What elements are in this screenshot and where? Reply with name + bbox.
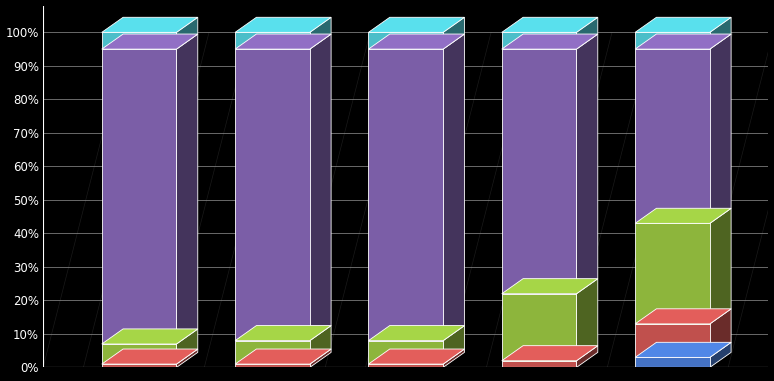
Polygon shape: [235, 364, 310, 367]
Polygon shape: [577, 279, 598, 361]
Polygon shape: [635, 309, 731, 324]
Polygon shape: [368, 49, 443, 341]
Polygon shape: [368, 34, 464, 49]
Polygon shape: [635, 324, 710, 357]
Polygon shape: [502, 49, 577, 294]
Polygon shape: [443, 17, 464, 49]
Polygon shape: [176, 34, 198, 344]
Polygon shape: [502, 279, 598, 294]
Polygon shape: [502, 34, 598, 49]
Polygon shape: [635, 208, 731, 223]
Polygon shape: [502, 32, 577, 49]
Polygon shape: [635, 357, 710, 367]
Polygon shape: [235, 341, 310, 364]
Polygon shape: [368, 364, 443, 367]
Polygon shape: [443, 349, 464, 367]
Polygon shape: [235, 325, 331, 341]
Polygon shape: [443, 34, 464, 341]
Polygon shape: [101, 34, 198, 49]
Polygon shape: [235, 349, 331, 364]
Polygon shape: [176, 329, 198, 364]
Polygon shape: [101, 17, 198, 32]
Polygon shape: [635, 223, 710, 324]
Polygon shape: [635, 17, 731, 32]
Polygon shape: [235, 34, 331, 49]
Polygon shape: [502, 17, 598, 32]
Polygon shape: [368, 325, 464, 341]
Polygon shape: [635, 49, 710, 223]
Polygon shape: [101, 364, 176, 367]
Polygon shape: [235, 32, 310, 49]
Polygon shape: [101, 49, 176, 344]
Polygon shape: [235, 49, 310, 341]
Polygon shape: [502, 361, 577, 367]
Polygon shape: [635, 34, 731, 49]
Polygon shape: [101, 329, 198, 344]
Polygon shape: [502, 294, 577, 361]
Polygon shape: [710, 17, 731, 49]
Polygon shape: [635, 32, 710, 49]
Polygon shape: [101, 344, 176, 364]
Polygon shape: [710, 208, 731, 324]
Polygon shape: [368, 32, 443, 49]
Polygon shape: [443, 325, 464, 364]
Polygon shape: [310, 17, 331, 49]
Polygon shape: [577, 346, 598, 367]
Polygon shape: [710, 309, 731, 357]
Polygon shape: [710, 34, 731, 223]
Polygon shape: [710, 342, 731, 367]
Polygon shape: [176, 17, 198, 49]
Polygon shape: [577, 17, 598, 49]
Polygon shape: [176, 349, 198, 367]
Polygon shape: [101, 349, 198, 364]
Polygon shape: [368, 349, 464, 364]
Polygon shape: [310, 349, 331, 367]
Polygon shape: [310, 34, 331, 341]
Polygon shape: [368, 341, 443, 364]
Polygon shape: [635, 342, 731, 357]
Polygon shape: [502, 346, 598, 361]
Polygon shape: [310, 325, 331, 364]
Polygon shape: [235, 17, 331, 32]
Polygon shape: [101, 32, 176, 49]
Polygon shape: [577, 34, 598, 294]
Polygon shape: [368, 17, 464, 32]
